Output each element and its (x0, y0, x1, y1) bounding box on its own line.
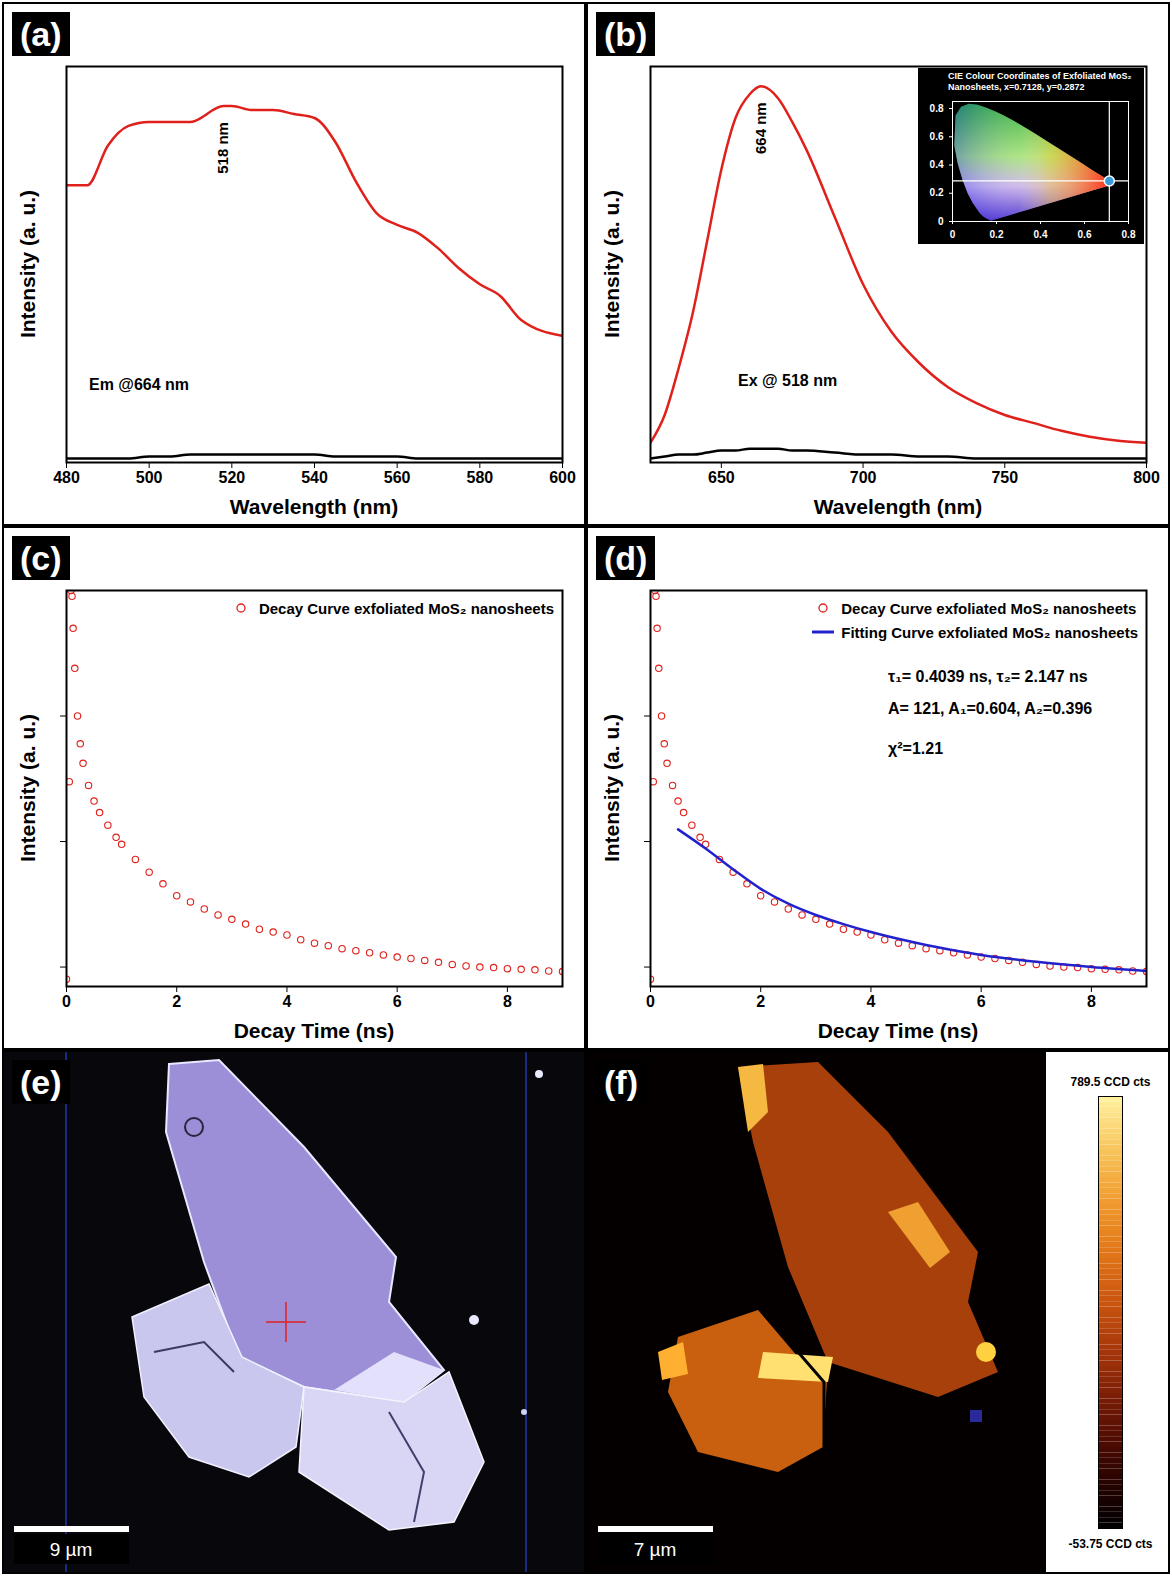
html-text:(d): (d) (604, 539, 648, 577)
svg-text:8: 8 (503, 993, 512, 1010)
svg-text:-53.75 CCD cts: -53.75 CCD cts (1068, 1537, 1152, 1551)
svg-text:6: 6 (977, 993, 986, 1010)
html-text:τ₁= 0.4039 ns, τ₂= 2.147 ns: τ₁= 0.4039 ns, τ₂= 2.147 ns (888, 668, 1088, 685)
html-text:Intensity (a. u.): Intensity (a. u.) (16, 713, 39, 863)
html-text:Decay Curve exfoliated MoS₂ na: Decay Curve exfoliated MoS₂ nanosheets (841, 599, 1137, 617)
svg-text:0: 0 (62, 993, 71, 1010)
html-text:(c): (c) (20, 539, 62, 577)
svg-text:0.4: 0.4 (930, 159, 944, 170)
html-text:χ²=1.21: χ²=1.21 (888, 740, 943, 757)
html-text:Wavelength (nm): Wavelength (nm) (813, 495, 983, 518)
svg-text:560: 560 (384, 469, 411, 486)
html-text:Intensity (a. u.): Intensity (a. u.) (16, 189, 39, 339)
html-text:(f): (f) (604, 1063, 638, 1101)
svg-text:789.5 CCD cts: 789.5 CCD cts (1070, 1075, 1150, 1089)
html-text:Wavelength (nm): Wavelength (nm) (229, 495, 399, 518)
html-text:A= 121, A₁=0.604, A₂=0.396: A= 121, A₁=0.604, A₂=0.396 (888, 700, 1093, 717)
html-text:(e): (e) (20, 1063, 62, 1101)
svg-text:0.8: 0.8 (1122, 229, 1136, 240)
html-text:Ex @ 518 nm: Ex @ 518 nm (738, 372, 838, 389)
svg-text:0: 0 (646, 993, 655, 1010)
svg-text:8: 8 (1087, 993, 1096, 1010)
svg-text:2: 2 (172, 993, 181, 1010)
html-text:(b): (b) (604, 15, 648, 53)
html-text:(a): (a) (20, 15, 62, 53)
svg-text:0.6: 0.6 (930, 131, 944, 142)
html-text:Decay Time (ns): Decay Time (ns) (233, 1019, 395, 1042)
svg-text:2: 2 (756, 993, 765, 1010)
svg-text:750: 750 (991, 469, 1018, 486)
svg-text:800: 800 (1133, 469, 1160, 486)
html-text:Intensity (a. u.): Intensity (a. u.) (600, 713, 623, 863)
svg-text:0.2: 0.2 (930, 187, 944, 198)
svg-text:4: 4 (282, 993, 291, 1010)
html-text:Decay Curve exfoliated MoS₂ na: Decay Curve exfoliated MoS₂ nanosheets (258, 599, 554, 617)
svg-text:480: 480 (53, 469, 80, 486)
svg-text:0: 0 (938, 216, 944, 227)
svg-text:0.8: 0.8 (930, 103, 944, 114)
svg-text:520: 520 (218, 469, 245, 486)
html-text:Intensity (a. u.): Intensity (a. u.) (600, 189, 623, 339)
html-text:Em @664 nm: Em @664 nm (89, 376, 190, 393)
svg-text:0.4: 0.4 (1034, 229, 1048, 240)
svg-text:0.6: 0.6 (1078, 229, 1092, 240)
svg-text:664 nm: 664 nm (752, 102, 769, 154)
svg-text:4: 4 (866, 993, 875, 1010)
svg-text:0: 0 (950, 229, 956, 240)
html-text:Decay Time (ns): Decay Time (ns) (817, 1019, 979, 1042)
svg-text:540: 540 (301, 469, 328, 486)
svg-text:650: 650 (708, 469, 735, 486)
html-text:Fitting Curve exfoliated MoS₂: Fitting Curve exfoliated MoS₂ nanosheets (841, 623, 1138, 641)
svg-text:600: 600 (549, 469, 576, 486)
svg-text:700: 700 (850, 469, 877, 486)
svg-text:6: 6 (393, 993, 402, 1010)
svg-text:580: 580 (466, 469, 493, 486)
svg-text:7 µm: 7 µm (634, 1539, 677, 1560)
svg-text:518 nm: 518 nm (214, 122, 231, 174)
svg-text:500: 500 (136, 469, 163, 486)
svg-text:9 µm: 9 µm (50, 1539, 93, 1560)
html-text:CIE Colour Coordinates of Exfo: CIE Colour Coordinates of Exfoliated MoS… (948, 71, 1132, 92)
svg-text:0.2: 0.2 (990, 229, 1004, 240)
